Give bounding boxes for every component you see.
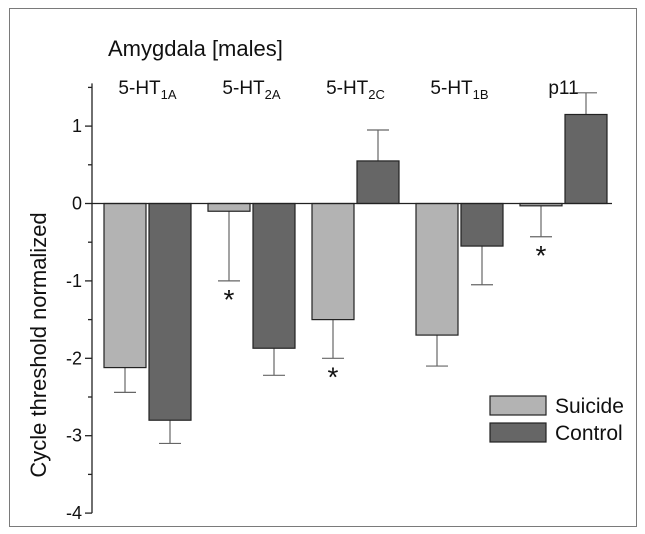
category-subscript: 1A <box>161 87 177 102</box>
bars <box>103 113 608 421</box>
error-bars <box>114 92 597 445</box>
category-label: 5-HT2A <box>222 78 280 102</box>
category-base: 5-HT <box>430 78 473 99</box>
category-subscript: 2C <box>368 87 385 102</box>
y-tick-label: -1 <box>66 271 82 291</box>
bar-control <box>564 113 608 205</box>
bar-control <box>252 202 296 349</box>
bar-suicide <box>415 202 459 336</box>
bar-control <box>356 160 400 205</box>
legend-label-control: Control <box>555 422 623 445</box>
y-tick-label: -3 <box>66 426 82 446</box>
category-label: 5-HT1A <box>118 78 176 102</box>
category-label: p11 <box>548 78 578 99</box>
y-tick-label: -2 <box>66 348 82 368</box>
y-axis-label: Cycle threshold normalized <box>26 212 51 477</box>
category-label: 5-HT2C <box>326 78 385 102</box>
legend: Suicide Control <box>489 395 624 445</box>
category-labels: 5-HT1A 5-HT2A 5-HT2C 5-HT1B p11 <box>118 78 578 102</box>
significance-markers: * * * <box>224 240 547 393</box>
legend-swatch-suicide <box>489 395 547 416</box>
bar-control <box>460 202 504 247</box>
y-tick-label: 1 <box>72 116 82 136</box>
category-subscript: 2A <box>265 87 281 102</box>
category-base: 5-HT <box>118 78 161 99</box>
significance-star: * <box>328 361 339 392</box>
bar-suicide <box>103 202 147 369</box>
legend-label-suicide: Suicide <box>555 395 624 418</box>
significance-star: * <box>536 240 547 271</box>
chart-title: Amygdala [males] <box>108 36 283 61</box>
bar-suicide <box>311 202 355 321</box>
category-base: 5-HT <box>326 78 369 99</box>
axes: 1 0 -1 -2 -3 -4 <box>66 83 93 523</box>
bar-suicide <box>207 202 251 212</box>
category-subscript: 1B <box>473 87 489 102</box>
bar-control <box>148 202 192 421</box>
y-tick-label: -4 <box>66 503 82 523</box>
category-base: p11 <box>548 78 578 99</box>
significance-star: * <box>224 284 235 315</box>
y-tick-label: 0 <box>72 194 82 214</box>
legend-swatch-control <box>489 422 547 443</box>
category-base: 5-HT <box>222 78 265 99</box>
category-label: 5-HT1B <box>430 78 488 102</box>
